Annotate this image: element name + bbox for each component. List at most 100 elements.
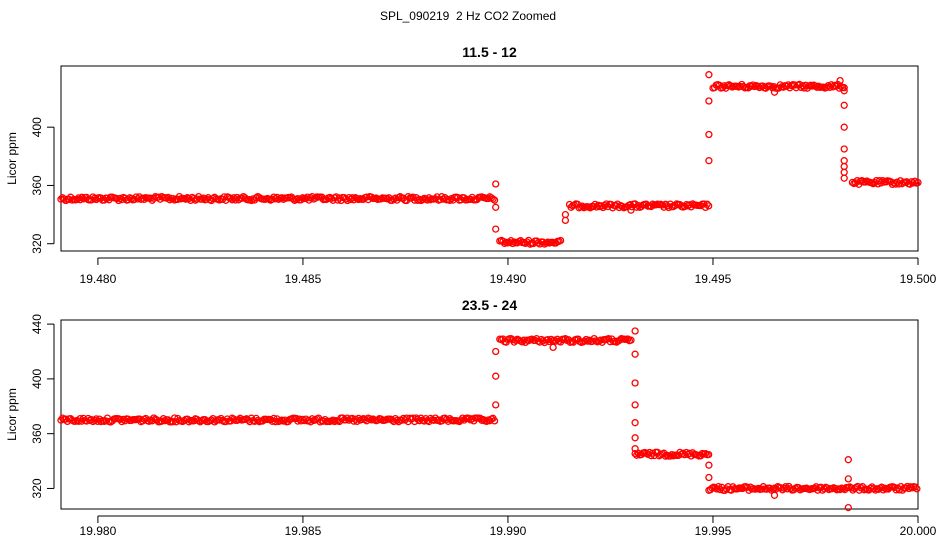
data-point — [844, 503, 852, 512]
series-points — [57, 327, 921, 512]
data-point — [182, 195, 190, 203]
data-point — [844, 475, 852, 483]
data-point — [552, 337, 560, 345]
data-point — [561, 335, 570, 343]
data-point — [703, 200, 711, 208]
figure-title: SPL_090219 2 Hz CO2 Zoomed — [379, 9, 557, 23]
y-tick-label: 320 — [30, 233, 44, 253]
x-tick-label: 19.495 — [695, 272, 732, 286]
data-point — [418, 196, 427, 204]
data-point — [116, 194, 124, 203]
data-point — [840, 168, 848, 176]
data-point — [60, 195, 68, 203]
data-point — [414, 415, 422, 423]
data-point — [840, 162, 848, 171]
data-point — [665, 203, 673, 212]
data-point — [844, 456, 852, 464]
data-point — [840, 145, 848, 153]
data-point — [624, 335, 632, 343]
data-point — [705, 202, 713, 210]
data-point — [489, 195, 497, 203]
data-point — [492, 225, 500, 233]
data-point — [209, 194, 217, 203]
data-point — [631, 401, 639, 409]
data-point — [633, 203, 641, 211]
data-point — [492, 347, 500, 356]
data-point — [631, 379, 639, 387]
data-point — [490, 417, 499, 425]
plot-frame — [60, 65, 919, 252]
data-point — [561, 210, 570, 219]
data-point — [78, 193, 86, 201]
data-point — [913, 485, 921, 493]
data-point — [705, 473, 713, 482]
data-point — [490, 196, 499, 204]
data-point — [840, 84, 848, 92]
data-point — [273, 193, 281, 202]
data-point — [185, 194, 193, 203]
data-point — [492, 180, 500, 188]
data-point — [434, 416, 443, 424]
x-tick-label: 19.490 — [490, 272, 527, 286]
x-tick-label: 20.000 — [900, 524, 936, 538]
data-point — [908, 484, 916, 492]
data-point — [840, 87, 848, 95]
panel-2: 23.5 - 24 Licor ppm 19.980 19.985 19.990 19.9… — [5, 297, 936, 538]
y-tick-label: 320 — [30, 478, 44, 498]
data-point — [749, 81, 757, 89]
data-point — [840, 157, 848, 165]
data-point — [348, 194, 356, 202]
data-point — [914, 178, 922, 187]
data-point — [500, 239, 509, 248]
data-point — [627, 336, 635, 344]
data-point — [754, 82, 762, 90]
x-tick-label: 19.990 — [490, 524, 527, 538]
data-point — [199, 194, 208, 202]
data-point — [145, 417, 153, 425]
data-point — [812, 483, 820, 491]
data-point — [238, 194, 246, 202]
data-point — [631, 419, 639, 427]
data-point — [911, 483, 919, 491]
data-point — [550, 336, 558, 344]
data-point — [890, 179, 898, 187]
data-point — [512, 336, 520, 345]
data-point — [705, 97, 713, 105]
panel-title: 11.5 - 12 — [462, 44, 517, 60]
x-tick-label: 19.485 — [285, 272, 322, 286]
plot-frame — [60, 319, 919, 510]
data-point — [246, 418, 254, 426]
data-point — [159, 415, 168, 423]
data-point — [814, 82, 823, 90]
data-point — [508, 239, 517, 248]
data-point — [705, 130, 713, 139]
data-point — [185, 418, 193, 426]
data-point — [87, 415, 96, 424]
data-point — [492, 203, 500, 211]
data-point — [705, 461, 713, 469]
data-point — [442, 415, 451, 424]
data-point — [561, 216, 570, 225]
data-point — [631, 445, 639, 453]
data-point — [492, 401, 500, 409]
data-point — [549, 343, 557, 352]
x-tick-label: 19.500 — [900, 272, 936, 286]
x-tick-label: 19.995 — [695, 524, 732, 538]
data-point — [705, 71, 713, 79]
data-point — [836, 76, 844, 85]
data-point — [906, 483, 915, 491]
data-point — [556, 236, 565, 245]
data-point — [631, 327, 639, 335]
data-point — [393, 416, 401, 425]
data-point — [705, 450, 713, 459]
data-point — [911, 177, 919, 185]
y-tick-label: 360 — [30, 175, 44, 195]
series-points — [57, 71, 922, 248]
data-point — [705, 157, 713, 165]
data-point — [882, 178, 890, 186]
y-tick-label: 400 — [30, 117, 44, 137]
data-point — [909, 179, 917, 187]
x-tick-label: 19.985 — [285, 524, 322, 538]
y-axis-label: Licor ppm — [5, 388, 19, 441]
